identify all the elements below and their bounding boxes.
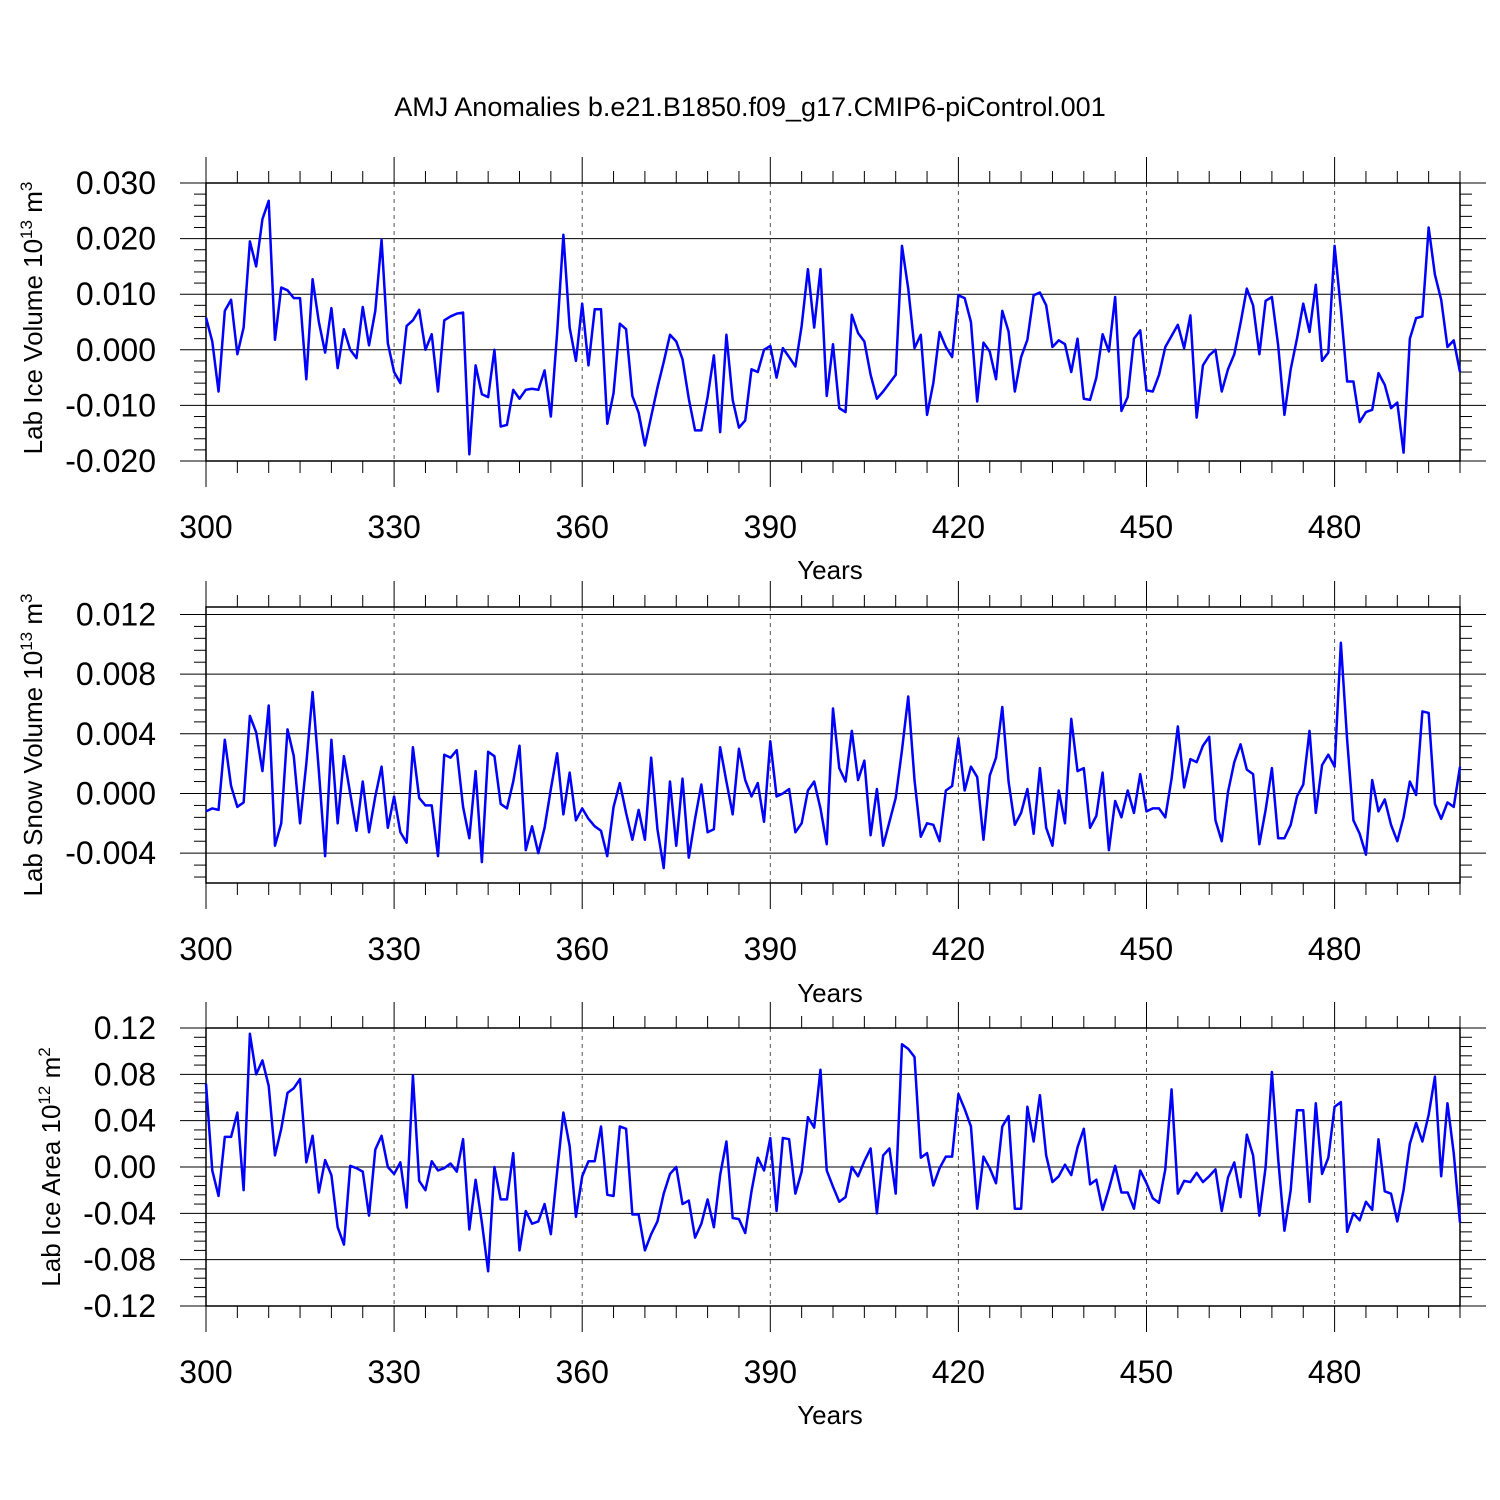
x-tick-label: 420 [932, 509, 985, 545]
x-tick-label: 300 [179, 1354, 232, 1390]
x-tick-label: 360 [556, 931, 609, 967]
y-tick-label: 0.08 [94, 1056, 156, 1092]
y-tick-label: 0.030 [76, 165, 156, 201]
y-tick-label: 0.008 [76, 656, 156, 692]
y-tick-label: 0.04 [94, 1103, 156, 1139]
y-tick-label: -0.004 [65, 835, 156, 871]
series-line [205, 641, 1462, 870]
x-tick-label: 330 [367, 509, 420, 545]
x-tick-label: 300 [179, 931, 232, 967]
y-axis-title: Lab Ice Volume 1013 m3 [17, 182, 48, 455]
y-tick-label: -0.020 [65, 443, 156, 479]
x-tick-label: 480 [1308, 509, 1361, 545]
x-tick-label: 390 [744, 1354, 797, 1390]
y-tick-label: 0.12 [94, 1010, 156, 1046]
x-tick-label: 390 [744, 509, 797, 545]
x-tick-label: 360 [556, 1354, 609, 1390]
x-tick-label: 450 [1120, 1354, 1173, 1390]
chart-panel-2: 300 330 360 390 420 450 480 -0.004 0.000 0.004 0.0… [17, 581, 1486, 1008]
y-axis-title: Lab Ice Area 1012 m2 [35, 1047, 66, 1286]
y-tick-label: -0.12 [83, 1288, 156, 1324]
x-axis-title: Years [797, 555, 863, 585]
y-tick-label: 0.010 [76, 276, 156, 312]
x-tick-label: 390 [744, 931, 797, 967]
x-tick-label: 330 [367, 1354, 420, 1390]
y-tick-label: 0.012 [76, 596, 156, 632]
y-axis-title: Lab Snow Volume 1013 m3 [17, 593, 48, 896]
y-tick-label: 0.000 [76, 332, 156, 368]
x-tick-label: 420 [932, 1354, 985, 1390]
x-tick-label: 450 [1120, 931, 1173, 967]
x-tick-label: 360 [556, 509, 609, 545]
x-axis-title: Years [797, 1400, 863, 1430]
x-tick-label: 420 [932, 931, 985, 967]
y-tick-label: -0.04 [83, 1195, 156, 1231]
chart-title: AMJ Anomalies b.e21.B1850.f09_g17.CMIP6-… [394, 92, 1106, 122]
x-tick-label: 330 [367, 931, 420, 967]
y-tick-label: -0.08 [83, 1242, 156, 1278]
x-tick-label: 450 [1120, 509, 1173, 545]
chart-panel-3: 300 330 360 390 420 450 480 -0.12 -0.08 -0.04 0.00… [35, 1002, 1486, 1430]
chart-panel-1: 300 330 360 390 420 450 480 -0.020 -0.010 0.000 0.… [17, 157, 1486, 585]
series-line [204, 199, 1462, 456]
y-tick-label: 0.004 [76, 716, 156, 752]
y-tick-label: 0.020 [76, 221, 156, 257]
x-tick-label: 480 [1308, 931, 1361, 967]
x-tick-label: 300 [179, 509, 232, 545]
y-tick-label: 0.000 [76, 775, 156, 811]
y-tick-label: -0.010 [65, 387, 156, 423]
x-axis-title: Years [797, 978, 863, 1008]
y-tick-label: 0.00 [94, 1149, 156, 1185]
series-line [204, 1032, 1462, 1273]
x-tick-label: 480 [1308, 1354, 1361, 1390]
